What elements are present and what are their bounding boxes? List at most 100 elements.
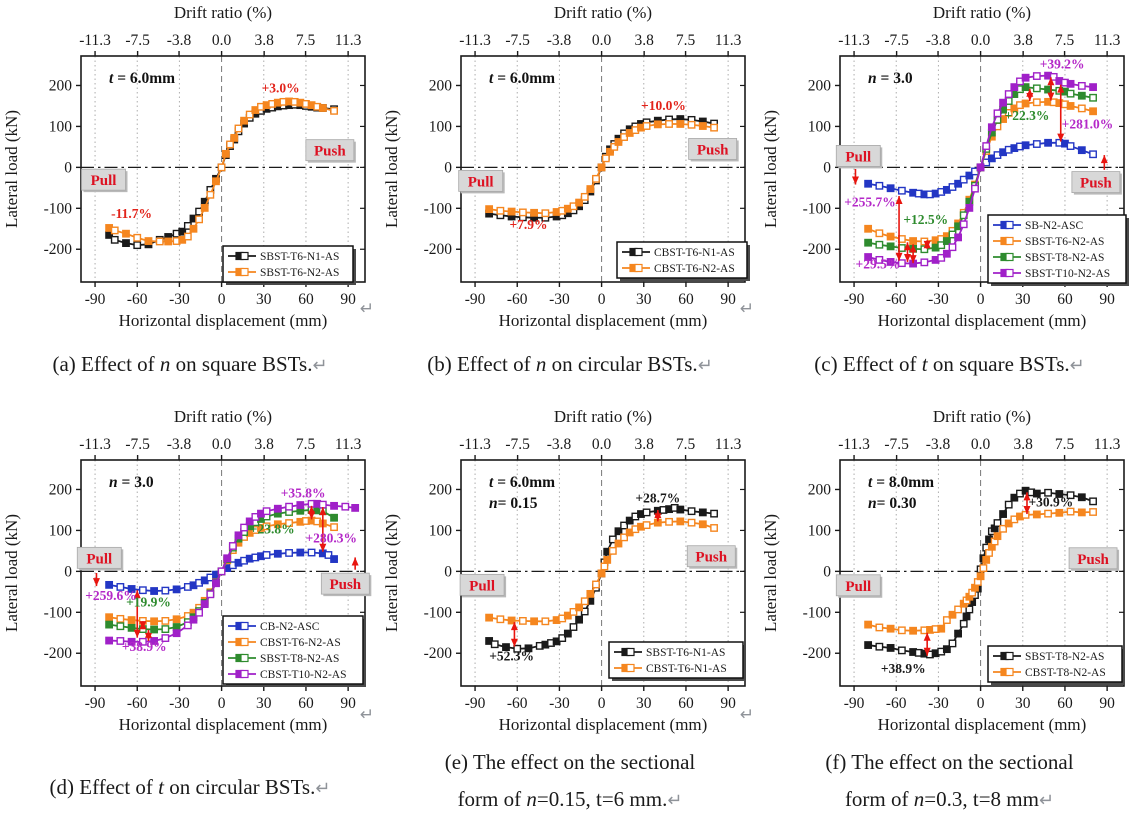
push-label: Push	[320, 572, 371, 597]
svg-text:t = 8.0mm: t = 8.0mm	[868, 474, 934, 491]
svg-text:-11.7%: -11.7%	[111, 206, 152, 221]
svg-text:+10.0%: +10.0%	[641, 98, 686, 113]
svg-text:Pull: Pull	[467, 174, 493, 190]
svg-text:0.0: 0.0	[591, 436, 611, 453]
legend: CB-N2-ASC CBST-T6-N2-AS SBST-T8-N2-AS CBST-…	[221, 615, 366, 687]
svg-text:-7.5: -7.5	[884, 436, 909, 453]
svg-text:0: 0	[217, 695, 225, 712]
y-axis-title: Lateral load (kN)	[382, 110, 401, 228]
annotation-arrows	[510, 509, 661, 647]
svg-text:Push: Push	[696, 142, 728, 158]
svg-text:0: 0	[64, 159, 72, 176]
svg-text:100: 100	[48, 522, 72, 539]
bottom-axis: -90 -60 -30 0 30 60 90 Horizontal displacement …	[844, 282, 1115, 330]
svg-text:30: 30	[256, 291, 272, 308]
svg-text:0: 0	[823, 563, 831, 580]
annotations: +39.2% +22.3% +281.0% +255.7% +12.5% +29.5%	[844, 56, 1113, 271]
svg-text:+29.5%: +29.5%	[856, 256, 901, 271]
top-axis: -11.3 -7.5 -3.8 0.0 3.8 7.5 11.3 Drift ratio (%…	[79, 3, 361, 56]
svg-text:-3.8: -3.8	[926, 436, 951, 453]
line-break-mark: ↵	[315, 778, 331, 798]
svg-text:100: 100	[48, 118, 72, 135]
svg-text:Pull: Pull	[90, 173, 116, 189]
svg-text:+7.9%: +7.9%	[509, 217, 547, 232]
line-break-mark: ↵	[697, 355, 713, 375]
top-axis: -11.3 -7.5 -3.8 0.0 3.8 7.5 11.3 Drift ratio (%…	[459, 3, 741, 56]
svg-text:n = 3.0: n = 3.0	[868, 70, 913, 87]
svg-text:-11.3: -11.3	[79, 32, 111, 49]
caption-e: (e) The effect on the sectional form of n…	[444, 750, 696, 811]
svg-text:-200: -200	[43, 645, 72, 662]
svg-text:-3.8: -3.8	[546, 32, 571, 49]
param-label: n = 3.0	[109, 474, 154, 491]
svg-text:SBST-T6-N2-AS: SBST-T6-N2-AS	[260, 267, 339, 279]
chart-c: -90 -60 -30 0 30 60 90 Horizontal displacement …	[761, 3, 1129, 330]
svg-text:-60: -60	[126, 291, 147, 308]
svg-text:0.0: 0.0	[591, 32, 611, 49]
svg-text:0: 0	[217, 291, 225, 308]
svg-text:-60: -60	[886, 291, 907, 308]
svg-text:n = 3.0: n = 3.0	[109, 474, 154, 491]
svg-text:0: 0	[823, 159, 831, 176]
svg-text:-7.5: -7.5	[884, 32, 909, 49]
annotations: +28.7% +52.3%	[489, 491, 680, 664]
svg-text:-7.5: -7.5	[505, 32, 530, 49]
svg-text:-200: -200	[803, 241, 832, 258]
svg-text:-200: -200	[423, 241, 452, 258]
x-axis-title: Horizontal displacement (mm)	[498, 715, 707, 734]
svg-text:+255.7%: +255.7%	[844, 194, 896, 209]
line-break-mark: ↵	[359, 299, 374, 318]
svg-text:+259.6%: +259.6%	[85, 588, 137, 603]
bottom-axis: -90 -60 -30 0 30 60 90 Horizontal displacement …	[464, 282, 736, 330]
svg-text:90: 90	[340, 291, 356, 308]
svg-text:-30: -30	[549, 291, 570, 308]
figure-row-1: -90 -60 -30 0 30 60 90 Horizontal displacement …	[0, 0, 1139, 394]
series-CBST-T6-N1-AS	[484, 517, 718, 626]
series-SBST-T6-N1-AS	[484, 504, 718, 653]
svg-text:3.8: 3.8	[254, 32, 274, 49]
svg-text:100: 100	[428, 522, 452, 539]
svg-text:-7.5: -7.5	[125, 32, 150, 49]
x-axis-title: Horizontal displacement (mm)	[118, 311, 327, 330]
svg-text:SBST-T6-N1-AS: SBST-T6-N1-AS	[260, 251, 339, 263]
svg-text:-100: -100	[43, 604, 72, 621]
svg-text:-3.8: -3.8	[166, 436, 191, 453]
svg-text:CBST-T6-N1-AS: CBST-T6-N1-AS	[646, 663, 727, 675]
svg-text:-30: -30	[169, 695, 190, 712]
svg-text:200: 200	[48, 77, 72, 94]
svg-text:11.3: 11.3	[1094, 32, 1121, 49]
svg-text:-60: -60	[506, 695, 527, 712]
param-label: t = 8.0mm n= 0.30	[868, 474, 934, 512]
plot-border	[839, 55, 1125, 283]
y-axis-title: Lateral load (kN)	[382, 514, 401, 632]
svg-text:-200: -200	[803, 645, 832, 662]
param-label: t = 6.0mm n= 0.15	[489, 474, 555, 512]
push-label: Push	[1071, 171, 1122, 195]
svg-text:+3.0%: +3.0%	[261, 80, 299, 95]
svg-text:100: 100	[428, 118, 452, 135]
push-label: Push	[1068, 547, 1120, 571]
svg-text:90: 90	[1099, 695, 1115, 712]
left-axis: 200 100 0 -100 -200 Lateral load (kN)	[761, 481, 1124, 662]
svg-text:CBST-T6-N1-AS: CBST-T6-N1-AS	[654, 247, 735, 259]
top-axis-title: Drift ratio (%)	[933, 407, 1031, 426]
param-label: t = 6.0mm	[489, 70, 555, 87]
svg-text:+28.7%: +28.7%	[635, 491, 680, 506]
subplot-f: -90 -60 -30 0 30 60 90 Horizontal displacement …	[760, 394, 1139, 826]
svg-text:-11.3: -11.3	[838, 436, 870, 453]
subplot-a: -90 -60 -30 0 30 60 90 Horizontal displacement …	[0, 0, 380, 394]
svg-text:90: 90	[720, 695, 736, 712]
svg-text:200: 200	[808, 481, 832, 498]
svg-text:3.8: 3.8	[634, 32, 654, 49]
legend: SBST-T6-N1-AS CBST-T6-N1-AS	[607, 641, 746, 681]
bottom-axis: -90 -60 -30 0 30 60 90 Horizontal displacement …	[84, 686, 356, 734]
annotations: +30.9% +38.9%	[881, 495, 1073, 676]
chart-e: -90 -60 -30 0 30 60 90 Horizontal displacement …	[382, 407, 746, 734]
subplot-c: -90 -60 -30 0 30 60 90 Horizontal displacement …	[760, 0, 1139, 394]
svg-text:Push: Push	[314, 144, 346, 160]
series-SBST-T6-N2-AS	[104, 97, 338, 246]
svg-text:-30: -30	[549, 695, 570, 712]
svg-text:100: 100	[808, 118, 832, 135]
svg-text:n= 0.15: n= 0.15	[489, 495, 538, 512]
